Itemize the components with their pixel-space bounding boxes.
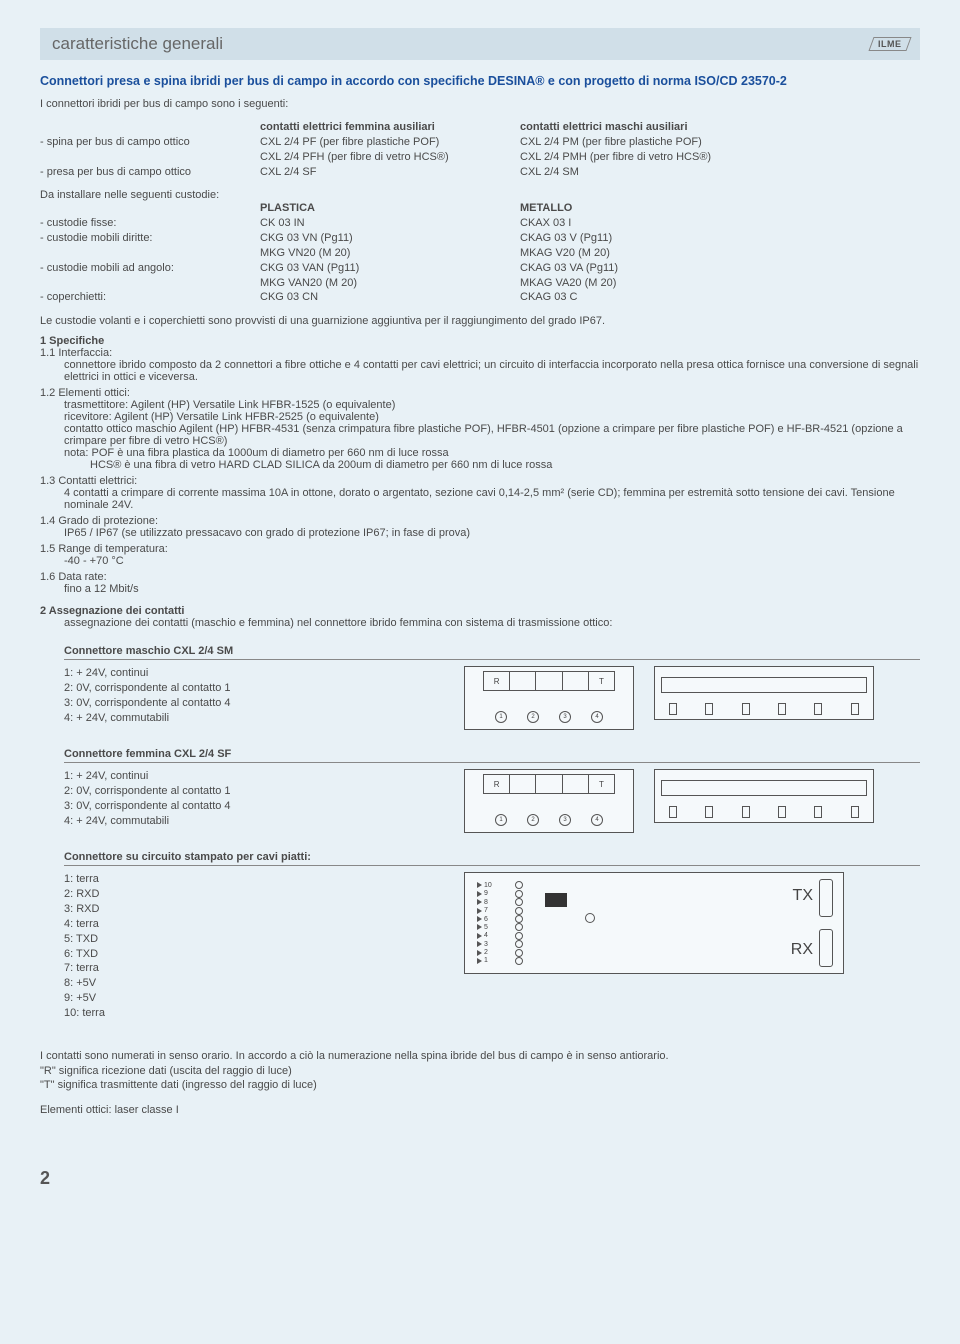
spec-1-2: 1.2 Elementi ottici: trasmettitore: Agil… — [40, 387, 920, 471]
table-cell: CXL 2/4 PF (per fibre plastiche POF) — [260, 135, 520, 150]
table-cell: CXL 2/4 SM — [520, 165, 780, 180]
table-cell: - custodie mobili ad angolo: — [40, 261, 260, 276]
table-cell — [40, 150, 260, 165]
female-connector-side-diagram — [654, 769, 874, 823]
spec-1-3: 1.3 Contatti elettrici: 4 contatti a cri… — [40, 475, 920, 511]
logo: ILME — [868, 37, 911, 51]
assign-title: 2 Assegnazione dei contatti — [40, 605, 920, 617]
female-pin-list: 1: + 24V, continui 2: 0V, corrispondente… — [64, 769, 444, 828]
male-connector-title: Connettore maschio CXL 2/4 SM — [64, 645, 920, 660]
table-cell: CKG 03 CN — [260, 290, 520, 305]
col-header-male: contatti elettrici maschi ausiliari — [520, 120, 780, 135]
male-connector-side-diagram — [654, 666, 874, 720]
assign-subtitle: assegnazione dei contatti (maschio e fem… — [40, 617, 920, 629]
table-cell: CKG 03 VAN (Pg11) — [260, 261, 520, 276]
spec-section-title: 1 Specifiche — [40, 335, 920, 347]
pcb-connector-title: Connettore su circuito stampato per cavi… — [64, 851, 920, 866]
table-cell: CXL 2/4 PFH (per fibre di vetro HCS®) — [260, 150, 520, 165]
table-cell: CKG 03 VN (Pg11) — [260, 231, 520, 246]
table-cell: CXL 2/4 SF — [260, 165, 520, 180]
table-cell: - custodie fisse: — [40, 216, 260, 231]
male-connector-front-diagram: RT 1 2 3 4 — [464, 666, 634, 730]
table-cell: - coperchietti: — [40, 290, 260, 305]
table-cell: CXL 2/4 PM (per fibre plastiche POF) — [520, 135, 780, 150]
table-cell — [40, 246, 260, 261]
table-cell: CK 03 IN — [260, 216, 520, 231]
female-connector-title: Connettore femmina CXL 2/4 SF — [64, 748, 920, 763]
header-bar: caratteristiche generali ILME — [40, 28, 920, 60]
main-title: Connettori presa e spina ibridi per bus … — [40, 74, 920, 88]
spec-1-4: 1.4 Grado di protezione: IP65 / IP67 (se… — [40, 515, 920, 539]
male-pin-list: 1: + 24V, continui 2: 0V, corrispondente… — [64, 666, 444, 725]
table-cell: - custodie mobili diritte: — [40, 231, 260, 246]
table-cell: - spina per bus di campo ottico — [40, 135, 260, 150]
page-number: 2 — [40, 1168, 920, 1189]
install-lead: Da installare nelle seguenti custodie: — [40, 189, 920, 201]
spec-1-6: 1.6 Data rate: fino a 12 Mbit/s — [40, 571, 920, 595]
female-connector-front-diagram: RT 1 2 3 4 — [464, 769, 634, 833]
table-cell: CXL 2/4 PMH (per fibre di vetro HCS®) — [520, 150, 780, 165]
table-cell: CKAG 03 VA (Pg11) — [520, 261, 780, 276]
table-cell: CKAX 03 I — [520, 216, 780, 231]
pcb-diagram: 1 2 3 4 5 6 7 8 9 10 TX RX — [464, 872, 844, 974]
col-header-female: contatti elettrici femmina ausiliari — [260, 120, 520, 135]
page-section-title: caratteristiche generali — [52, 34, 223, 54]
table-cell: CKAG 03 C — [520, 290, 780, 305]
table-cell — [40, 276, 260, 291]
pcb-pin-list: 1: terra 2: RXD 3: RXD 4: terra 5: TXD 6… — [64, 872, 444, 1020]
footer-notes: I contatti sono numerati in senso orario… — [40, 1049, 920, 1118]
intro-text: I connettori ibridi per bus di campo son… — [40, 98, 920, 110]
col-header-metal: METALLO — [520, 201, 780, 216]
table-cell: MKAG V20 (M 20) — [520, 246, 780, 261]
ip67-note: Le custodie volanti e i coperchietti son… — [40, 315, 920, 327]
table-cell: - presa per bus di campo ottico — [40, 165, 260, 180]
table-cell: MKG VAN20 (M 20) — [260, 276, 520, 291]
enclosure-table: PLASTICA METALLO - custodie fisse: CK 03… — [40, 201, 920, 305]
spec-1-1: 1.1 Interfaccia: connettore ibrido compo… — [40, 347, 920, 383]
col-header-plastic: PLASTICA — [260, 201, 520, 216]
contacts-table: contatti elettrici femmina ausiliari con… — [40, 120, 920, 179]
table-cell: MKG VN20 (M 20) — [260, 246, 520, 261]
table-cell: MKAG VA20 (M 20) — [520, 276, 780, 291]
table-cell: CKAG 03 V (Pg11) — [520, 231, 780, 246]
spec-1-5: 1.5 Range di temperatura: -40 - +70 °C — [40, 543, 920, 567]
